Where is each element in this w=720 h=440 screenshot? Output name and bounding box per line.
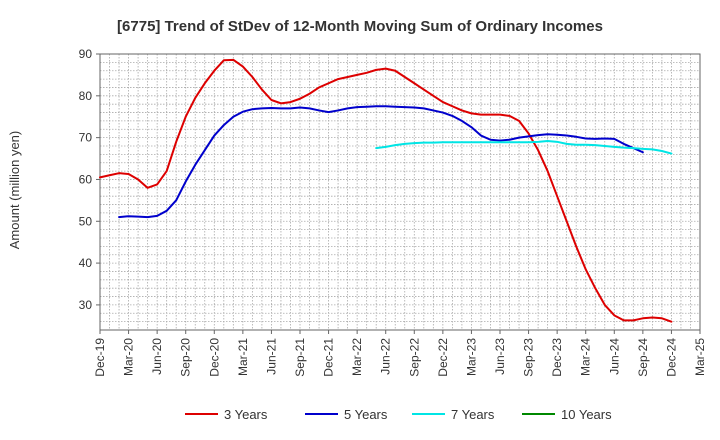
x-tick-label: Sep-24: [636, 338, 650, 377]
x-tick-label: Dec-20: [207, 338, 221, 377]
x-tick-label: Sep-22: [407, 338, 421, 377]
x-tick-label: Dec-23: [550, 338, 564, 377]
series-line-3-years: [99, 58, 673, 323]
x-tick-label: Jun-24: [607, 338, 621, 375]
x-tick-label: Dec-24: [664, 338, 678, 377]
legend-label-3-years: 3 Years: [224, 407, 268, 422]
x-tick-label: Sep-23: [522, 338, 536, 377]
x-tick-label: Sep-21: [293, 338, 307, 377]
x-tick-label: Mar-22: [350, 338, 364, 376]
x-tick-label: Mar-21: [236, 338, 250, 376]
legend-label-7-years: 7 Years: [451, 407, 495, 422]
y-tick-label: 70: [79, 131, 93, 145]
x-tick-label: Dec-19: [93, 338, 107, 377]
chart-title: [6775] Trend of StDev of 12-Month Moving…: [117, 18, 603, 35]
y-axis-label: Amount (million yen): [7, 131, 22, 250]
x-tick-label: Jun-20: [150, 338, 164, 375]
x-tick-label: Mar-24: [579, 338, 593, 376]
x-tick-label: Mar-23: [464, 338, 478, 376]
y-tick-label: 40: [79, 256, 93, 270]
series-line-5-years: [118, 105, 644, 219]
y-tick-label: 60: [79, 172, 93, 186]
legend: 3 Years 5 Years 7 Years 10 Years: [185, 407, 612, 422]
y-tick-label: 30: [79, 298, 93, 312]
x-tick-label: Dec-22: [436, 338, 450, 377]
y-tick-label: 50: [79, 214, 93, 228]
legend-label-10-years: 10 Years: [561, 407, 612, 422]
x-tick-label: Dec-21: [322, 338, 336, 377]
legend-label-5-years: 5 Years: [344, 407, 388, 422]
x-tick-label: Sep-20: [179, 338, 193, 377]
x-tick-label: Mar-20: [122, 338, 136, 376]
plot-frame: [99, 53, 701, 331]
series-line-7-years: [375, 139, 673, 155]
y-tick-label: 80: [79, 89, 93, 103]
plot-area: 30 40 50 60 70 80 90 Dec-19 Mar-20 Jun-20 Sep-20 De…: [79, 47, 707, 377]
x-tick-label: Jun-22: [379, 338, 393, 375]
y-tick-label: 90: [79, 47, 93, 61]
x-tick-label: Jun-23: [493, 338, 507, 375]
x-tick-label: Jun-21: [264, 338, 278, 375]
x-tick-label: Mar-25: [693, 338, 707, 376]
